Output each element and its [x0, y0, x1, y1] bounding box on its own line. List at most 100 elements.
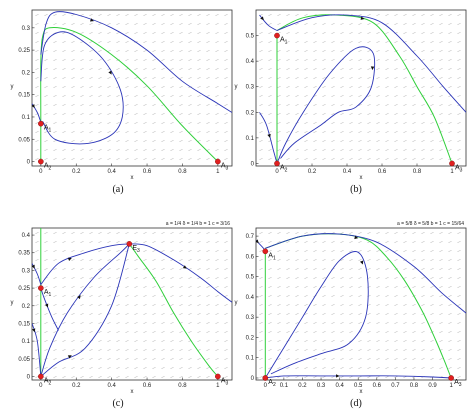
field-arrow — [179, 268, 183, 270]
field-arrow — [340, 77, 344, 79]
field-arrow — [430, 131, 434, 133]
field-arrow — [89, 23, 93, 25]
field-arrow — [295, 32, 299, 34]
field-arrow — [152, 331, 156, 333]
field-arrow — [421, 286, 425, 288]
field-arrow — [394, 250, 398, 252]
field-arrow — [358, 340, 362, 342]
field-arrow — [394, 158, 398, 160]
field-arrow — [44, 376, 48, 378]
field-arrow — [448, 277, 452, 279]
field-arrow — [322, 59, 326, 61]
field-arrow — [152, 23, 156, 25]
field-arrow — [322, 41, 326, 43]
field-arrow — [35, 131, 39, 133]
field-arrow — [206, 295, 210, 297]
field-arrow — [322, 95, 326, 97]
field-arrow — [313, 277, 317, 279]
field-arrow — [403, 349, 407, 351]
field-arrow — [349, 250, 353, 252]
field-arrow — [313, 113, 317, 115]
field-arrow — [259, 158, 263, 160]
direction-arrow — [32, 104, 35, 109]
x-axis-label: x — [131, 389, 134, 395]
field-arrow — [259, 140, 263, 142]
field-arrow — [448, 331, 452, 333]
field-arrow — [430, 367, 434, 369]
field-arrow — [376, 259, 380, 261]
field-arrow — [394, 140, 398, 142]
field-arrow — [385, 41, 389, 43]
field-arrow — [295, 277, 299, 279]
field-arrow — [304, 277, 308, 279]
field-arrow — [277, 286, 281, 288]
field-arrow — [358, 149, 362, 151]
field-arrow — [340, 358, 344, 360]
field-arrow — [394, 349, 398, 351]
field-arrow — [313, 304, 317, 306]
field-arrow — [412, 331, 416, 333]
field-arrow — [349, 86, 353, 88]
field-arrow — [259, 367, 263, 369]
field-arrow — [53, 376, 57, 378]
field-arrow — [430, 349, 434, 351]
field-arrow — [268, 232, 272, 234]
field-arrow — [358, 367, 362, 369]
field-arrow — [143, 50, 147, 52]
field-arrow — [457, 50, 461, 52]
y-tick-label: 0.7 — [246, 234, 255, 240]
field-arrow — [206, 68, 210, 70]
field-arrow — [340, 158, 344, 160]
equilibrium-label: A3 — [221, 163, 229, 172]
field-arrow — [367, 358, 371, 360]
field-arrow — [277, 113, 281, 115]
trajectories — [32, 11, 232, 162]
field-arrow — [197, 259, 201, 261]
field-arrow — [367, 331, 371, 333]
field-arrow — [457, 241, 461, 243]
field-arrow — [170, 32, 174, 34]
field-arrow — [286, 131, 290, 133]
field-arrow — [89, 50, 93, 52]
field-arrow — [457, 340, 461, 342]
equilibrium-label: A2 — [268, 379, 276, 388]
field-arrow — [385, 313, 389, 315]
field-arrow — [197, 286, 201, 288]
field-arrow — [62, 149, 66, 151]
field-arrow — [259, 376, 263, 378]
field-arrow — [259, 68, 263, 70]
field-arrow — [116, 277, 120, 279]
field-arrow — [215, 313, 219, 315]
field-arrow — [358, 313, 362, 315]
direction-field — [35, 14, 228, 160]
field-arrow — [53, 41, 57, 43]
field-arrow — [134, 286, 138, 288]
field-arrow — [197, 86, 201, 88]
field-arrow — [430, 304, 434, 306]
field-arrow — [161, 140, 165, 142]
field-arrow — [44, 259, 48, 261]
field-arrow — [367, 104, 371, 106]
field-arrow — [358, 286, 362, 288]
field-arrow — [358, 376, 362, 378]
field-arrow — [457, 113, 461, 115]
field-arrow — [340, 41, 344, 43]
field-arrow — [439, 50, 443, 52]
field-arrow — [268, 41, 272, 43]
field-arrow — [385, 32, 389, 34]
plot-frame — [255, 9, 467, 167]
field-arrow — [304, 50, 308, 52]
field-arrow — [215, 95, 219, 97]
field-arrow — [215, 59, 219, 61]
field-arrow — [412, 349, 416, 351]
field-arrow — [35, 86, 39, 88]
field-arrow — [206, 241, 210, 243]
field-arrow — [116, 149, 120, 151]
field-arrow — [89, 86, 93, 88]
field-arrow — [322, 259, 326, 261]
field-arrow — [116, 122, 120, 124]
field-arrow — [134, 68, 138, 70]
field-arrow — [331, 295, 335, 297]
field-arrow — [143, 376, 147, 378]
